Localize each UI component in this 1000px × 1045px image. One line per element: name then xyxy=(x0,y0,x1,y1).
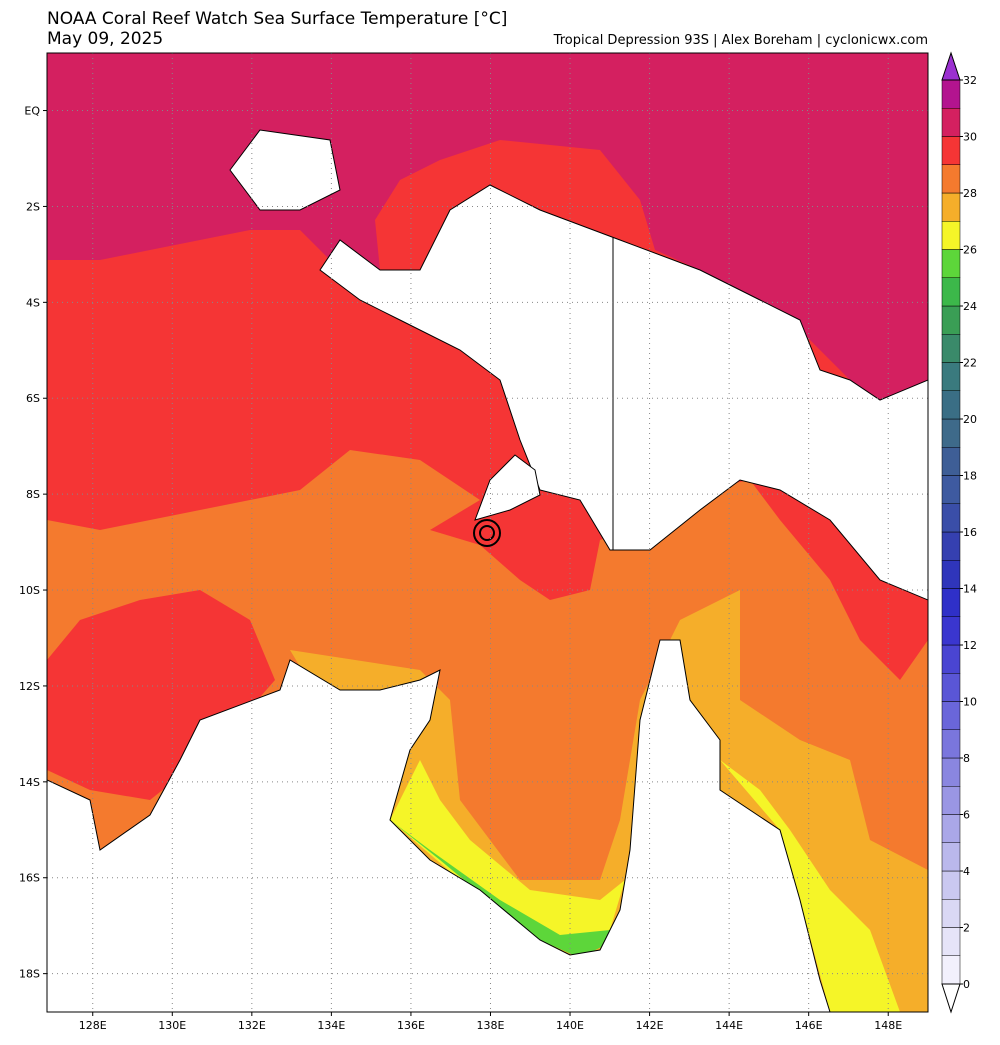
colorbar-bin xyxy=(941,616,961,646)
colorbar-bin xyxy=(941,136,961,165)
colorbar-tick-label: 2 xyxy=(963,922,970,935)
title: NOAA Coral Reef Watch Sea Surface Temper… xyxy=(47,9,507,29)
storm-center xyxy=(479,525,495,541)
lon-tick-label: 130E xyxy=(158,1019,186,1032)
colorbar-bin xyxy=(941,955,961,985)
colorbar-bin xyxy=(941,249,961,278)
lat-tick-label: 8S xyxy=(26,488,40,501)
lon-tick-label: 134E xyxy=(317,1019,345,1032)
lat-tick-label: 2S xyxy=(26,200,40,213)
plot-frame xyxy=(46,52,929,1013)
colorbar-extend-top xyxy=(941,51,961,81)
colorbar-tick-label: 0 xyxy=(963,978,970,991)
lat-tick-label: 14S xyxy=(19,776,40,789)
colorbar-bin xyxy=(941,729,961,759)
colorbar-bin xyxy=(941,305,961,335)
lon-tick-label: 142E xyxy=(636,1019,664,1032)
sea-green xyxy=(390,820,610,958)
storm-ring xyxy=(473,519,501,547)
colorbar-bin xyxy=(941,475,961,504)
map xyxy=(47,53,928,1012)
colorbar-tick-label: 20 xyxy=(963,413,977,426)
colorbar-bin xyxy=(941,644,961,674)
lon-tick-label: 128E xyxy=(79,1019,107,1032)
colorbar-tick-label: 28 xyxy=(963,187,977,200)
lat-tick-label: EQ xyxy=(24,105,40,118)
colorbar-tick-label: 26 xyxy=(963,244,977,257)
colorbar-bin xyxy=(941,418,961,448)
colorbar-bin xyxy=(941,560,961,589)
colorbar-bin xyxy=(941,588,961,617)
lat-tick-label: 4S xyxy=(26,296,40,309)
lat-tick-label: 18S xyxy=(19,968,40,981)
cape-head xyxy=(474,454,541,521)
colorbar-tick-label: 8 xyxy=(963,752,970,765)
lon-tick-label: 144E xyxy=(715,1019,743,1032)
credit: Tropical Depression 93S | Alex Boreham |… xyxy=(553,33,928,48)
colorbar-bin xyxy=(941,927,961,956)
colorbar-tick-label: 6 xyxy=(963,809,970,822)
colorbar-bin xyxy=(941,673,961,702)
colorbar-bin xyxy=(941,757,961,787)
colorbar-bin xyxy=(941,701,961,730)
colorbar-bin xyxy=(941,164,961,194)
colorbar-bin xyxy=(941,277,961,307)
lon-tick-label: 132E xyxy=(238,1019,266,1032)
bird-head xyxy=(229,129,341,211)
colorbar-bin xyxy=(941,447,961,476)
colorbar-bin xyxy=(941,899,961,928)
date: May 09, 2025 xyxy=(47,29,163,49)
colorbar-bin xyxy=(941,503,961,533)
lat-tick-label: 10S xyxy=(19,584,40,597)
colorbar-bin xyxy=(941,870,961,900)
colorbar-tick-label: 14 xyxy=(963,583,977,596)
colorbar-extend-bottom xyxy=(941,983,961,1014)
colorbar-tick-label: 12 xyxy=(963,639,977,652)
colorbar-tick-label: 32 xyxy=(963,74,977,87)
ticks: 128E 130E 132E 134E 136E 138E 140E 142E 144E 146E… xyxy=(19,105,902,1032)
colorbar-bin xyxy=(941,390,961,420)
colorbar-tick-label: 10 xyxy=(963,696,977,709)
colorbar-tick-label: 18 xyxy=(963,470,977,483)
lon-tick-label: 148E xyxy=(874,1019,902,1032)
lat-tick-label: 6S xyxy=(26,392,40,405)
colorbar-tick-label: 22 xyxy=(963,357,977,370)
lon-tick-label: 146E xyxy=(795,1019,823,1032)
lat-tick-label: 12S xyxy=(19,680,40,693)
sea-yellow-east xyxy=(720,760,900,1012)
new-guinea xyxy=(319,184,928,601)
lat-tick-label: 16S xyxy=(19,872,40,885)
colorbar-bin xyxy=(941,786,961,815)
colorbar-tick-label: 4 xyxy=(963,865,970,878)
colorbar-bin xyxy=(941,79,961,109)
colorbar-bin xyxy=(941,334,961,363)
grid xyxy=(47,53,928,1012)
colorbar-tick-label: 24 xyxy=(963,300,977,313)
colorbar-tick-label: 16 xyxy=(963,526,977,539)
land xyxy=(47,129,928,1012)
lon-tick-label: 136E xyxy=(397,1019,425,1032)
colorbar-bin xyxy=(941,192,961,222)
colorbar-bin xyxy=(941,362,961,391)
colorbar-bin xyxy=(941,842,961,872)
australia xyxy=(47,639,831,1012)
sea-yellow xyxy=(390,760,625,950)
colorbar-bin xyxy=(941,531,961,561)
sea-red-patch xyxy=(47,590,275,800)
lon-tick-label: 140E xyxy=(556,1019,584,1032)
lon-tick-label: 138E xyxy=(477,1019,505,1032)
colorbar-bin xyxy=(941,814,961,843)
colorbar-bin xyxy=(941,108,961,137)
colorbar-tick-label: 30 xyxy=(963,131,977,144)
colorbar-bin xyxy=(941,221,961,250)
